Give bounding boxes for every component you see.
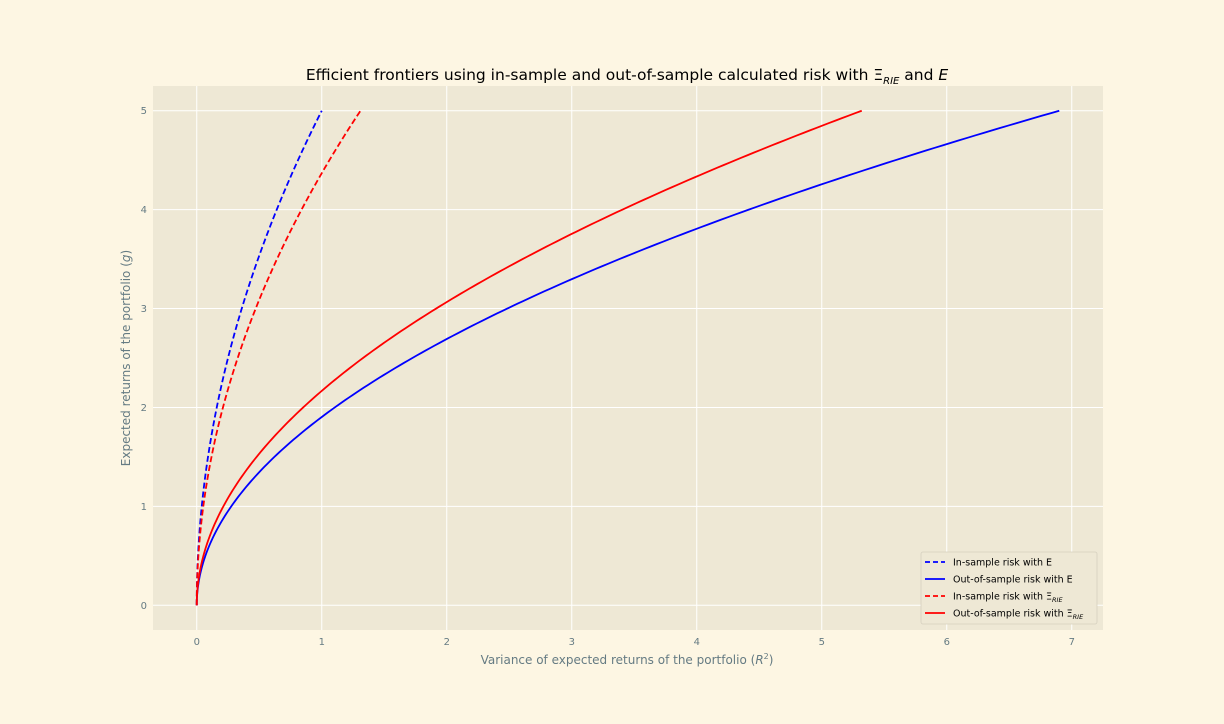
x-tick-label: 0 [194, 637, 200, 648]
x-axis-label: Variance of expected returns of the port… [481, 652, 774, 667]
series-line-3 [195, 110, 362, 606]
series-line-1 [195, 110, 323, 606]
x-tick-label: 5 [819, 637, 825, 648]
x-tick-label: 1 [319, 637, 325, 648]
legend-label-4: Out-of-sample risk with ΞRIE [953, 609, 1084, 622]
y-axis-label: Expected returns of the portfolio (g) [119, 250, 133, 466]
y-tick-label: 3 [141, 304, 147, 315]
grid [153, 86, 1103, 630]
x-tick-label: 3 [569, 637, 575, 648]
tick-labels: 0 1 2 3 4 5 6 7 0 1 2 3 4 5 [141, 106, 1075, 648]
x-tick-label: 6 [944, 637, 950, 648]
legend-box [920, 551, 1098, 625]
x-tick-label: 7 [1069, 637, 1075, 648]
series-line-4 [195, 109, 863, 606]
x-tick-label: 4 [694, 637, 700, 648]
legend-label-1: In-sample risk with E [953, 558, 1052, 569]
legend-label-3: In-sample risk with ΞRIE [953, 592, 1063, 605]
y-tick-label: 1 [141, 502, 147, 513]
y-tick-label: 0 [141, 601, 147, 612]
y-tick-label: 5 [141, 106, 147, 117]
plot-area [153, 86, 1103, 630]
y-tick-label: 2 [141, 403, 147, 414]
y-tick-label: 4 [141, 205, 147, 216]
x-tick-label: 2 [444, 637, 450, 648]
series-line-2 [195, 109, 1060, 606]
chart-title: Efficient frontiers using in-sample and … [306, 66, 949, 87]
legend: In-sample risk with E Out-of-sample risk … [920, 551, 1098, 625]
legend-label-2: Out-of-sample risk with E [953, 575, 1073, 586]
series-lines [195, 109, 1060, 606]
